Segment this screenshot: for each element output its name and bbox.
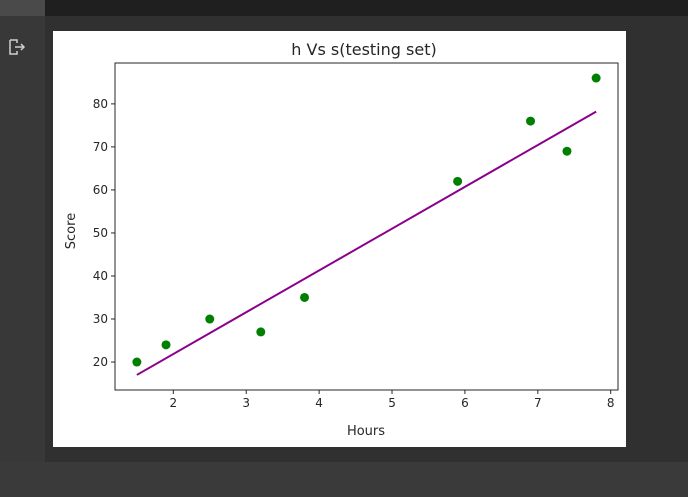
data-point <box>161 340 171 350</box>
data-point <box>300 292 310 302</box>
data-point <box>526 116 536 126</box>
data-point <box>453 176 463 186</box>
y-tick-label: 20 <box>93 355 108 369</box>
x-tick-label: 2 <box>169 396 177 410</box>
chart-axes: 2 3 4 5 6 7 8 20 30 40 50 60 70 80 <box>93 62 619 410</box>
chart-marks <box>132 73 601 376</box>
output-arrow-icon[interactable] <box>7 37 27 57</box>
chart-title: h Vs s(testing set) <box>291 40 436 59</box>
scatter-chart: h Vs s(testing set) Hours Score 2 3 4 5 6 7 82… <box>64 40 619 439</box>
data-point <box>256 327 266 337</box>
y-tick-label: 30 <box>93 312 108 326</box>
y-tick-label: 70 <box>93 140 108 154</box>
data-point <box>205 314 215 324</box>
y-axis-label: Score <box>64 213 79 249</box>
data-point <box>562 146 572 156</box>
x-tick-label: 7 <box>534 396 542 410</box>
data-point <box>591 73 601 83</box>
x-tick-label: 6 <box>461 396 469 410</box>
x-tick-label: 8 <box>607 396 615 410</box>
y-tick-label: 40 <box>93 269 108 283</box>
x-tick-label: 5 <box>388 396 396 410</box>
x-tick-label: 4 <box>315 396 323 410</box>
data-point <box>132 357 142 367</box>
cell-gutter <box>0 16 45 462</box>
y-tick-label: 60 <box>93 183 108 197</box>
plot-frame <box>114 62 619 391</box>
top-bar <box>0 0 688 16</box>
y-tick-label: 50 <box>93 226 108 240</box>
x-tick-label: 3 <box>242 396 250 410</box>
top-bar-tab <box>0 0 45 16</box>
y-tick-label: 80 <box>93 97 108 111</box>
regression-line <box>136 110 597 376</box>
x-axis-label: Hours <box>347 424 385 439</box>
notebook-footer <box>0 462 688 497</box>
